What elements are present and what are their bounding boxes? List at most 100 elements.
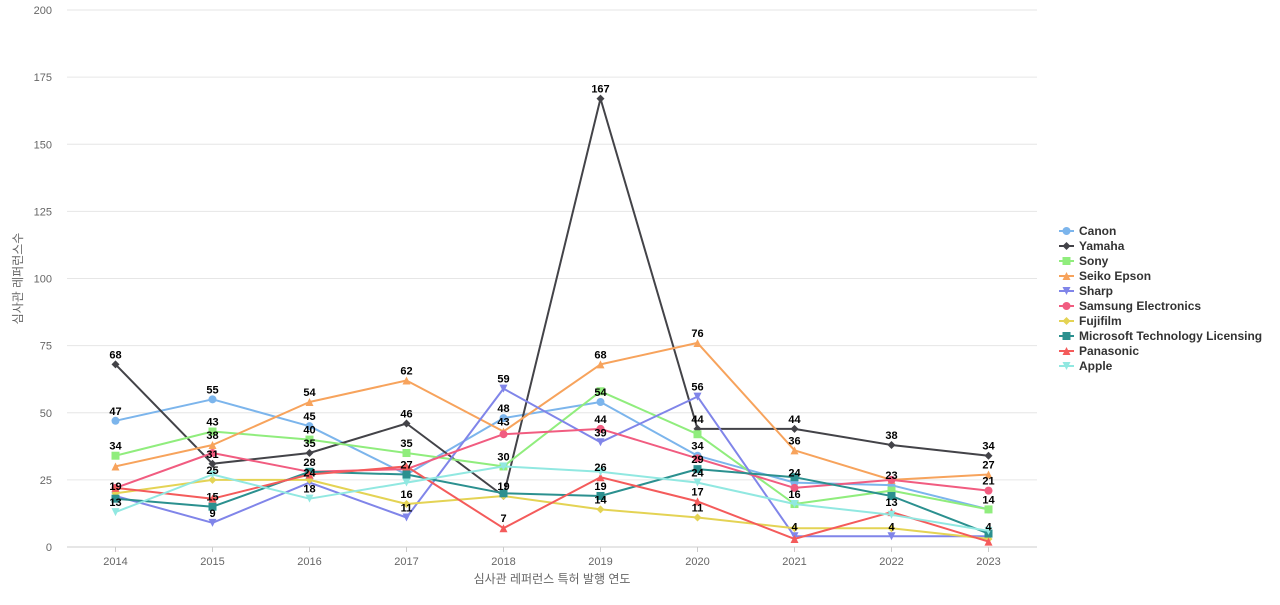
series-line (115, 427, 989, 492)
legend-item: Panasonic (1059, 344, 1139, 358)
data-label: 27 (400, 460, 412, 472)
data-label: 39 (594, 427, 606, 439)
data-label: 43 (206, 417, 218, 429)
y-tick-label: 125 (34, 206, 52, 218)
legend-label: Seiko Epson (1079, 269, 1151, 283)
data-labels: 4734681913554338312515954454035242818624… (109, 84, 995, 534)
data-point (790, 424, 799, 433)
legend-item: Samsung Electronics (1059, 299, 1201, 313)
x-tick-label: 2022 (879, 556, 903, 568)
data-point (208, 459, 217, 468)
data-point (402, 470, 411, 479)
data-label: 28 (303, 457, 315, 469)
data-point (208, 440, 217, 449)
series-lines (111, 94, 993, 546)
series-line (114, 97, 989, 497)
data-label: 15 (206, 492, 218, 504)
data-label: 19 (109, 481, 121, 493)
data-label: 34 (109, 441, 122, 453)
data-point (402, 478, 411, 487)
data-point (693, 338, 702, 347)
legend-item: Canon (1059, 224, 1116, 238)
legend-marker (1062, 362, 1071, 370)
data-label: 54 (303, 387, 316, 399)
data-point (208, 449, 217, 458)
legend-item: Apple (1059, 359, 1113, 373)
data-label: 19 (594, 481, 606, 493)
data-label: 16 (400, 489, 412, 501)
data-label: 27 (982, 460, 994, 472)
data-label: 13 (109, 497, 121, 509)
series-microsoft-technology-licensing (111, 465, 993, 538)
data-label: 24 (691, 468, 704, 480)
legend-item: Sharp (1059, 284, 1113, 298)
series-line (115, 465, 989, 532)
legend-marker (1062, 272, 1071, 280)
data-label: 35 (400, 438, 412, 450)
data-point (402, 376, 411, 385)
data-point (887, 486, 896, 495)
data-label: 38 (206, 430, 218, 442)
legend-label: Canon (1079, 224, 1116, 238)
data-label: 44 (691, 414, 704, 426)
data-point (984, 526, 993, 535)
data-label: 24 (303, 468, 316, 480)
data-point (790, 446, 799, 455)
data-point (111, 451, 120, 460)
data-point (887, 532, 896, 541)
data-point (596, 398, 605, 407)
data-label: 4 (985, 521, 992, 533)
x-axis-title: 심사관 레퍼런스 특허 발행 연도 (474, 571, 631, 586)
data-point (596, 505, 605, 514)
data-point (305, 449, 314, 458)
data-point (208, 475, 217, 484)
data-label: 43 (497, 417, 509, 429)
data-point (208, 427, 217, 436)
data-label: 4 (888, 521, 895, 533)
data-point (305, 422, 314, 431)
data-point (790, 524, 799, 533)
x-tick-label: 2014 (103, 556, 127, 568)
data-point (887, 524, 896, 533)
data-label: 45 (303, 411, 315, 423)
data-label: 7 (500, 513, 506, 525)
data-label: 16 (788, 489, 800, 501)
data-point (693, 430, 702, 439)
data-label: 13 (885, 497, 897, 509)
y-axis-title: 심사관 레퍼런스수 (11, 233, 25, 325)
data-point (305, 435, 314, 444)
data-point (402, 449, 411, 458)
data-point (499, 462, 508, 471)
x-tick-label: 2023 (976, 556, 1000, 568)
data-label: 25 (206, 465, 218, 477)
data-point (984, 537, 993, 546)
data-point (596, 438, 605, 447)
y-tick-label: 175 (34, 72, 52, 84)
y-tick-label: 75 (40, 341, 52, 353)
series-apple (111, 462, 993, 535)
data-label: 18 (303, 484, 315, 496)
data-point (596, 473, 605, 482)
legend-marker (1062, 242, 1071, 250)
data-point (499, 384, 508, 393)
data-point (984, 505, 993, 514)
series-line (115, 468, 989, 535)
legend-item: Yamaha (1059, 239, 1125, 253)
data-point (887, 475, 896, 484)
grid-lines (67, 9, 1037, 481)
data-label: 23 (885, 470, 897, 482)
y-tick-label: 50 (40, 408, 52, 420)
data-point (111, 360, 120, 369)
x-axis-ticks: 2014 2015 2016 2017 2018 2019 2020 2021 2022 2023 (103, 547, 1001, 568)
data-point (402, 462, 411, 471)
data-point (111, 494, 120, 503)
data-label: 62 (400, 366, 412, 378)
data-point (693, 392, 702, 401)
data-label: 9 (209, 508, 215, 520)
x-tick-label: 2020 (685, 556, 709, 568)
data-label: 68 (594, 349, 606, 361)
legend-label: Yamaha (1079, 239, 1125, 253)
data-point (984, 470, 993, 479)
